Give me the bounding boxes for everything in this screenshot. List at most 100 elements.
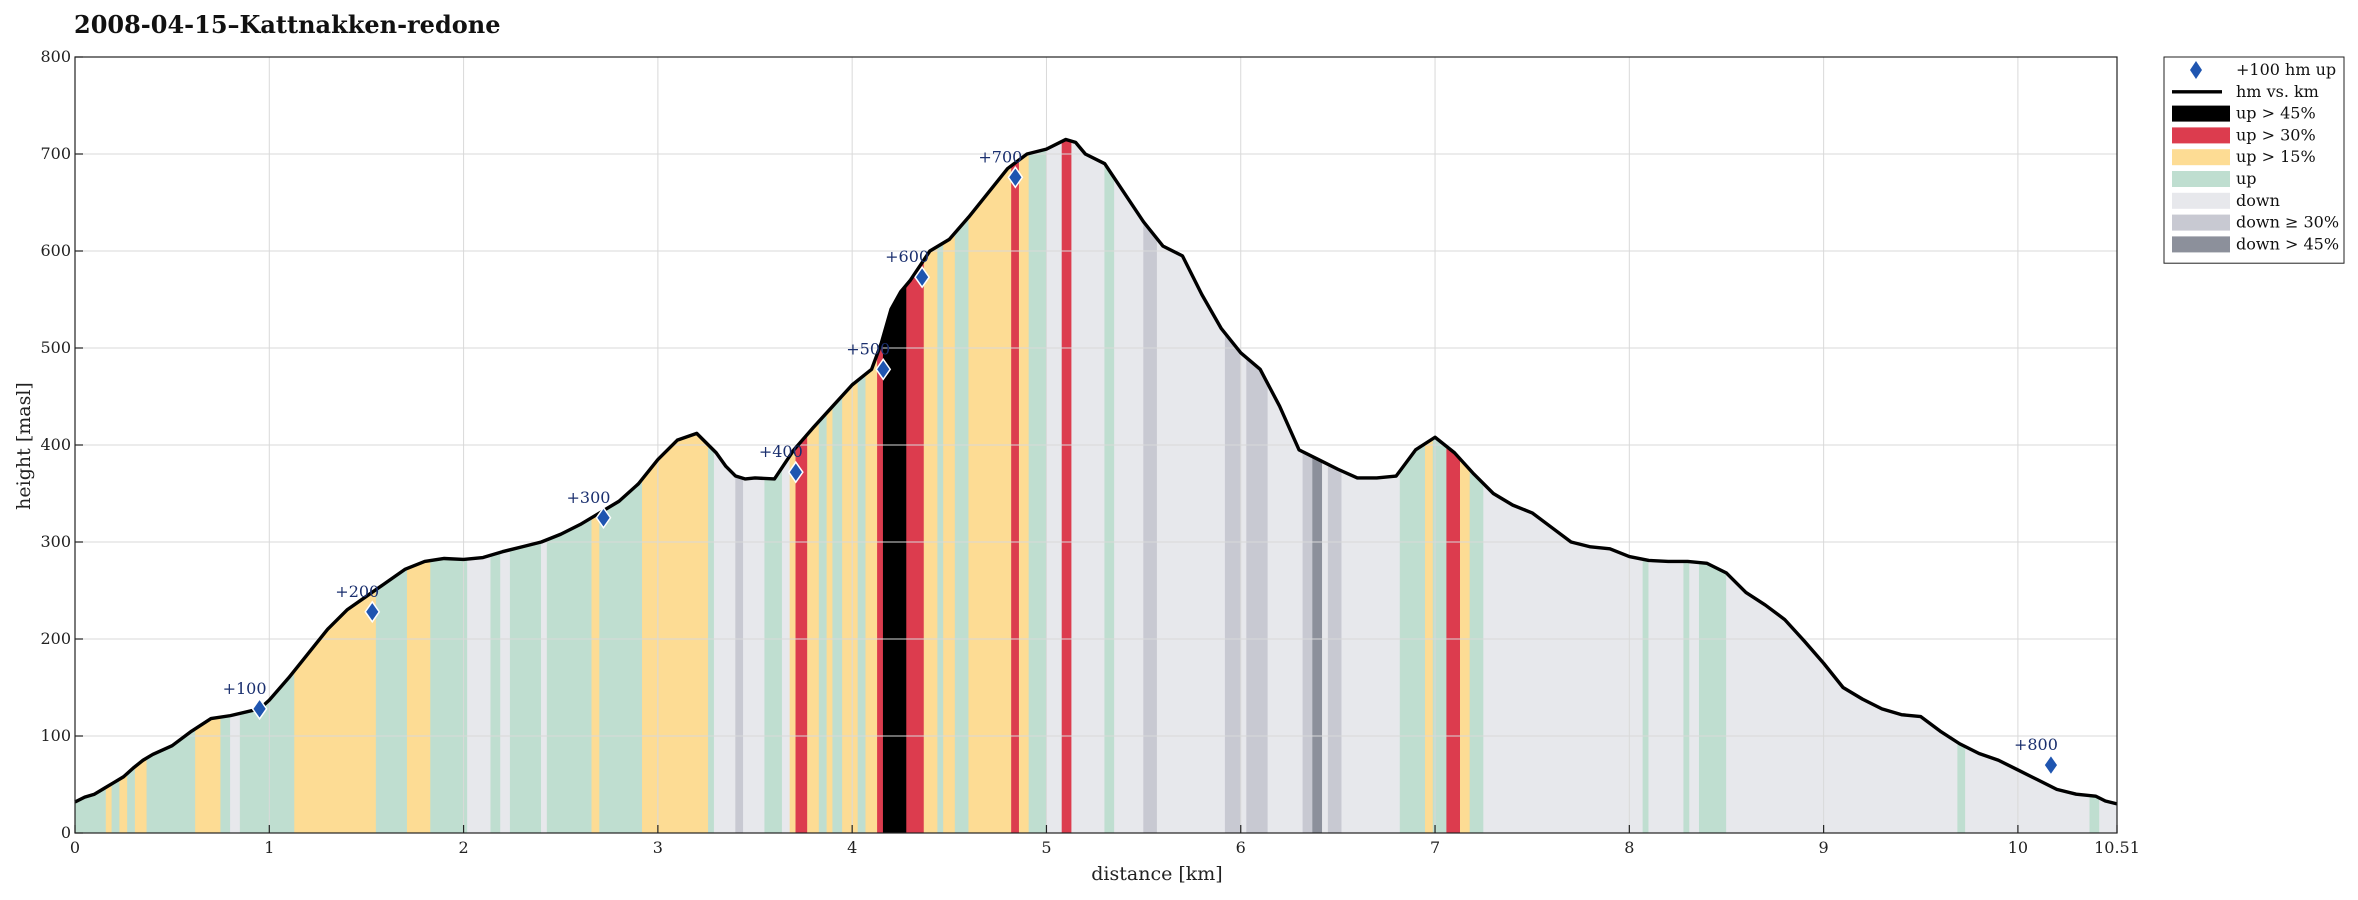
marker-diamond-6: [1007, 165, 1024, 189]
x-tick-label-6: 6: [1236, 838, 1246, 857]
segment-down-29: [781, 454, 791, 834]
marker-diamond-2: [595, 506, 612, 530]
segment-down30-55: [1143, 221, 1158, 834]
segment-up-33: [818, 411, 828, 834]
segment-up-4: [127, 765, 136, 834]
segment-up-8: [220, 715, 231, 834]
segment-up30-47: [1011, 159, 1020, 834]
x-tick-label-1: 1: [264, 838, 274, 857]
segment-down-80: [1965, 746, 2091, 834]
legend-swatch-up15: [2172, 149, 2230, 166]
segment-up-2: [111, 778, 120, 834]
segment-up30-51: [1061, 139, 1073, 834]
segment-up30-69: [1446, 445, 1461, 834]
x-tick-label-5: 5: [1041, 838, 1051, 857]
segment-down-74: [1648, 560, 1685, 834]
segment-down-56: [1156, 238, 1226, 834]
segment-down30-59: [1246, 357, 1269, 834]
segment-up-53: [1104, 162, 1115, 834]
segment-up15-1: [105, 783, 113, 834]
legend-label-down30: down ≥ 30%: [2236, 213, 2339, 232]
segment-down-78: [1726, 572, 1958, 834]
marker-label-4: +500: [846, 339, 890, 358]
marker-diamond-7: [2043, 753, 2059, 777]
segment-up15-32: [807, 420, 820, 834]
segment-up15-42: [923, 245, 938, 834]
profile-line: [74, 137, 2118, 806]
legend-label-down45: down > 45%: [2236, 234, 2339, 253]
segment-up15-67: [1425, 437, 1434, 834]
x-axis-label: distance [km]: [1091, 863, 1222, 885]
y-tick-label-6: 600: [40, 241, 71, 260]
segment-up-45: [954, 216, 970, 834]
marker-label-0: +100: [223, 679, 267, 698]
segment-down-27: [743, 477, 766, 834]
axes: 0 1 2 3 4 5 6 7 8 9 10 10.51 0 100 200 300 400 500 600 700 8…: [40, 47, 2139, 857]
segment-up-75: [1683, 561, 1690, 834]
legend-swatch-down30: [2172, 214, 2230, 231]
marker-diamond-4: [875, 358, 892, 381]
segment-up-49: [1028, 148, 1047, 834]
segment-down-65: [1341, 469, 1401, 834]
segment-up-28: [764, 466, 783, 834]
legend-label-line: hm vs. km: [2236, 82, 2319, 101]
legend-label-down: down: [2236, 191, 2280, 210]
y-tick-label-1: 100: [40, 726, 71, 745]
marker-label-3: +400: [759, 442, 803, 461]
segment-down-76: [1689, 561, 1700, 834]
segment-up-14: [430, 558, 468, 834]
marker-label-7: +800: [2014, 735, 2058, 754]
x-tick-label-4: 4: [847, 838, 857, 857]
segment-up-81: [2089, 795, 2100, 834]
segment-up15-21: [591, 512, 600, 834]
segment-up15-70: [1460, 458, 1471, 834]
x-tick-label-0: 0: [70, 838, 80, 857]
segment-up-77: [1698, 562, 1727, 834]
x-tick-label-11: 10.51: [2094, 838, 2140, 857]
segment-up-73: [1642, 558, 1650, 834]
legend-swatch-up45: [2172, 105, 2230, 122]
segment-down45-62: [1312, 456, 1323, 834]
segment-up15-38: [865, 353, 878, 834]
segment-up15-5: [134, 757, 148, 834]
legend-swatch-up: [2172, 171, 2230, 187]
segment-up15-13: [406, 560, 431, 834]
x-tick-label-7: 7: [1430, 838, 1440, 857]
gradient-segments: [74, 139, 2118, 834]
segment-up-16: [490, 551, 501, 834]
segment-up-79: [1957, 741, 1966, 834]
legend-swatch-down45: [2172, 236, 2230, 253]
y-tick-label-0: 0: [61, 823, 71, 842]
x-tick-label-8: 8: [1624, 838, 1634, 857]
hm-markers: +100 +200 +300 +400 +500 +600 +700 +800: [223, 147, 2059, 777]
legend-label-up15: up > 15%: [2236, 147, 2316, 166]
y-tick-label-8: 800: [40, 47, 71, 66]
x-tick-label-3: 3: [653, 838, 663, 857]
segment-up30-39: [877, 336, 884, 834]
marker-label-2: +300: [566, 488, 610, 507]
segment-up-18: [509, 541, 542, 834]
segment-up15-11: [294, 588, 377, 834]
segment-down-60: [1267, 383, 1304, 834]
marker-diamond-3: [787, 460, 804, 484]
marker-label-6: +700: [978, 147, 1022, 166]
y-tick-label-2: 200: [40, 629, 71, 648]
segment-up15-48: [1018, 153, 1030, 834]
legend-label-up30: up > 30%: [2236, 125, 2316, 144]
segment-down30-61: [1302, 451, 1313, 834]
segment-down-52: [1071, 140, 1106, 834]
segment-up-35: [832, 394, 843, 834]
grid-lines: [75, 57, 2117, 833]
segment-up-43: [937, 242, 944, 834]
marker-diamond-5: [914, 265, 931, 289]
legend-marker-swatch: [2190, 61, 2202, 79]
y-tick-label-7: 700: [40, 144, 71, 163]
segment-up-20: [546, 517, 593, 834]
segment-down30-57: [1224, 332, 1242, 834]
y-tick-label-3: 300: [40, 532, 71, 551]
marker-diamond-0: [251, 697, 268, 721]
segment-down-58: [1240, 352, 1247, 834]
profile-line-group: [74, 137, 2118, 806]
segment-up30-41: [906, 258, 925, 834]
